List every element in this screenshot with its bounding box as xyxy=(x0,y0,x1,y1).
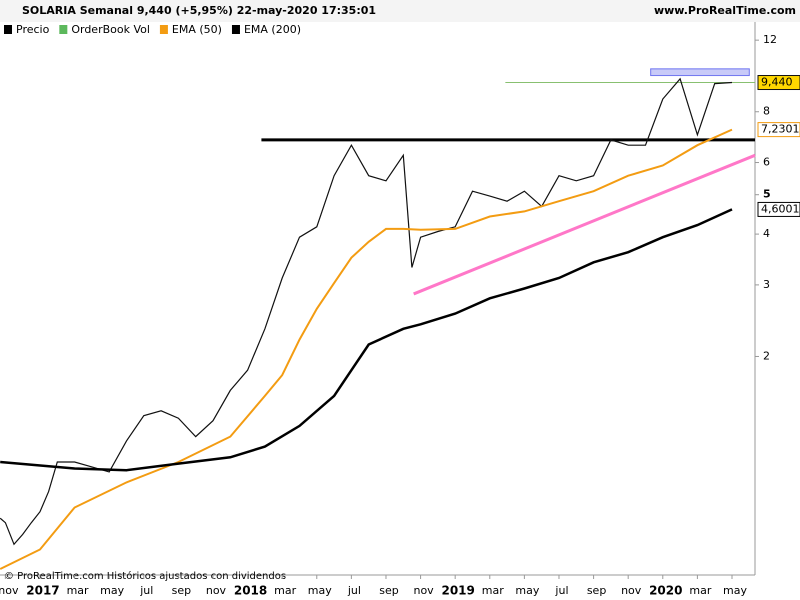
x-tick-label: may xyxy=(308,584,332,597)
x-tick-label: mar xyxy=(689,584,711,597)
x-tick-label: sep xyxy=(379,584,398,597)
x-tick-label: sep xyxy=(172,584,191,597)
footer: © ProRealTime.com Históricos ajustados c… xyxy=(4,570,286,582)
legend-label: Precio xyxy=(16,23,50,36)
series-line xyxy=(0,128,733,570)
header-bar xyxy=(0,0,800,22)
price-badge xyxy=(757,201,800,217)
y-tick-label: 12 xyxy=(763,33,777,46)
price-badge xyxy=(757,122,800,138)
series-line xyxy=(0,208,733,472)
site: www.ProRealTime.com xyxy=(654,4,796,17)
x-tick-label: may xyxy=(723,584,747,597)
y-tick-label: 5 xyxy=(763,188,771,201)
x-tick-label: mar xyxy=(274,584,296,597)
x-tick-label: 2017 xyxy=(26,584,59,598)
legend-swatch xyxy=(159,25,168,34)
price-badge xyxy=(757,75,800,91)
y-tick-label: 4 xyxy=(763,227,770,240)
legend-label: EMA (200) xyxy=(244,23,301,36)
chart-title: SOLARIA Semanal 9,440 (+5,95%) 22-may-20… xyxy=(22,4,376,17)
legend-swatch xyxy=(231,25,240,34)
legend-label: OrderBook Vol xyxy=(71,23,150,36)
x-tick-label: nov xyxy=(206,584,227,597)
x-tick-label: nov xyxy=(621,584,642,597)
x-tick-label: 2019 xyxy=(441,584,474,598)
legend-swatch xyxy=(4,25,12,34)
series-line xyxy=(0,77,733,546)
price-label: 4,6001 xyxy=(761,202,800,215)
y-tick-label: 8 xyxy=(763,105,770,118)
x-tick-label: mar xyxy=(67,584,89,597)
y-tick-label: 3 xyxy=(763,278,770,291)
zone xyxy=(650,68,750,77)
x-tick-label: nov xyxy=(0,584,19,597)
trend-line xyxy=(413,153,756,296)
x-tick-label: jul xyxy=(139,584,153,597)
x-tick-label: jul xyxy=(347,584,361,597)
legend-label: EMA (50) xyxy=(172,23,222,36)
x-tick-label: 2018 xyxy=(234,584,267,598)
x-tick-label: sep xyxy=(587,584,606,597)
x-tick-label: jul xyxy=(554,584,568,597)
x-tick-label: 2020 xyxy=(649,584,682,598)
y-tick-label: 6 xyxy=(763,156,770,169)
x-tick-label: may xyxy=(515,584,539,597)
price-label: 7,2301 xyxy=(761,123,800,136)
price-label: 9,440 xyxy=(761,76,793,89)
y-tick-label: 2 xyxy=(763,349,770,362)
x-tick-label: mar xyxy=(482,584,504,597)
x-tick-label: nov xyxy=(413,584,434,597)
legend-swatch xyxy=(59,25,68,34)
x-tick-label: may xyxy=(100,584,124,597)
legend: Precio OrderBook Vol EMA (50) EMA (200) xyxy=(4,23,301,36)
